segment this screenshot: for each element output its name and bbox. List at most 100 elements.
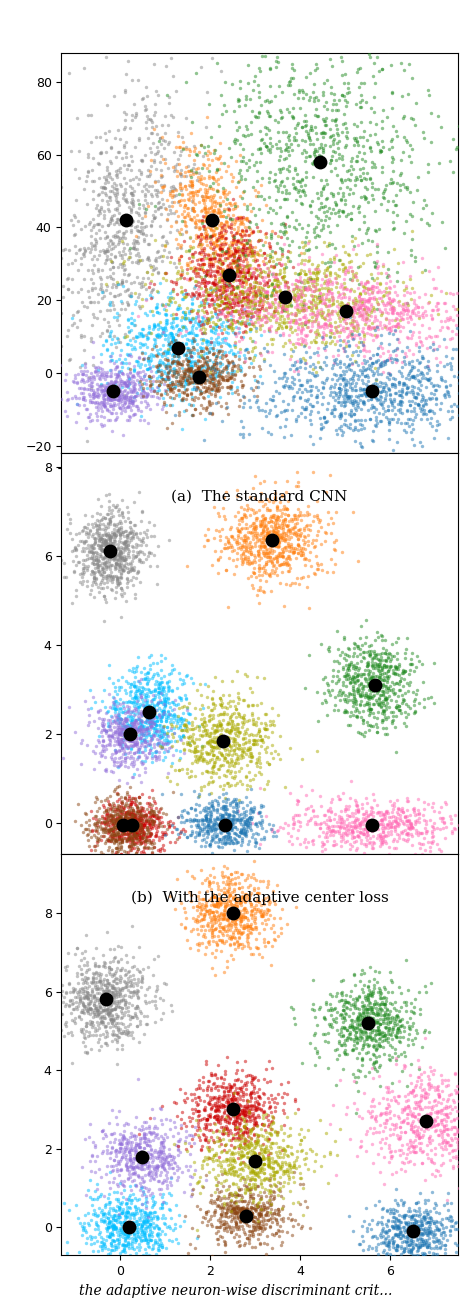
Point [148, 117, 155, 138]
Point [244, 1091, 252, 1112]
Point [197, 836, 204, 857]
Point [278, 1231, 286, 1252]
Point [129, 392, 136, 413]
Point [115, 202, 123, 223]
Point [208, 167, 215, 188]
Point [100, 334, 107, 355]
Point [379, 1198, 387, 1219]
Point [112, 1139, 119, 1160]
Point [155, 745, 162, 766]
Point [261, 272, 269, 293]
Point [131, 1004, 139, 1025]
Point [245, 710, 253, 731]
Point [225, 811, 233, 832]
Point [116, 1212, 124, 1233]
Point [199, 242, 207, 263]
Point [95, 555, 103, 576]
Point [272, 1209, 279, 1230]
Point [112, 556, 119, 577]
Point [167, 313, 175, 334]
Point [249, 1197, 256, 1218]
Point [234, 237, 242, 258]
Point [120, 547, 128, 568]
Point [84, 545, 91, 566]
Point [232, 907, 239, 928]
Point [189, 188, 197, 209]
Point [214, 704, 222, 725]
Point [129, 540, 136, 561]
Point [223, 896, 230, 917]
Point [410, 289, 417, 310]
Point [255, 290, 263, 311]
Point [137, 1218, 144, 1239]
Point [110, 964, 117, 986]
Point [69, 551, 76, 572]
Point [381, 816, 388, 837]
Point [232, 1088, 239, 1109]
Point [141, 833, 149, 854]
Point [98, 1239, 106, 1260]
Point [107, 1226, 114, 1247]
Point [299, 530, 307, 551]
Point [230, 1163, 238, 1184]
Point [290, 505, 298, 526]
Point [98, 536, 105, 557]
Point [294, 506, 302, 527]
Point [236, 1154, 244, 1175]
Point [412, 820, 420, 841]
Point [147, 800, 155, 821]
Point [144, 1180, 152, 1201]
Point [235, 1198, 242, 1219]
Point [404, 824, 412, 845]
Point [166, 355, 173, 376]
Point [401, 1099, 408, 1120]
Point [165, 530, 172, 551]
Point [230, 289, 237, 310]
Point [222, 930, 230, 951]
Point [262, 306, 270, 327]
Point [347, 156, 354, 177]
Point [261, 725, 269, 746]
Point [217, 813, 225, 834]
Point [87, 991, 94, 1012]
Point [165, 732, 173, 753]
Point [161, 691, 169, 712]
Point [110, 233, 117, 254]
Point [363, 641, 371, 662]
Point [93, 519, 101, 540]
Point [98, 1010, 105, 1031]
Point [173, 355, 181, 376]
Point [89, 574, 96, 595]
Point [430, 845, 438, 866]
Point [217, 285, 224, 306]
Point [121, 110, 129, 131]
Point [204, 732, 212, 753]
Point [382, 1104, 389, 1125]
Point [209, 887, 216, 908]
Point [234, 384, 242, 405]
Point [403, 824, 410, 845]
Point [349, 297, 357, 318]
Point [215, 1121, 223, 1142]
Point [135, 690, 142, 711]
Point [203, 359, 211, 380]
Point [269, 292, 276, 313]
Point [219, 369, 227, 390]
Point [312, 206, 320, 227]
Point [194, 886, 202, 907]
Point [101, 1026, 109, 1047]
Point [138, 817, 145, 838]
Point [451, 1127, 458, 1148]
Point [94, 394, 101, 415]
Point [243, 283, 250, 304]
Point [271, 396, 278, 417]
Point [138, 816, 145, 837]
Point [234, 222, 241, 243]
Point [228, 1200, 236, 1221]
Point [254, 1099, 262, 1120]
Point [208, 815, 216, 836]
Point [90, 171, 98, 192]
Point [414, 394, 422, 415]
Point [238, 937, 245, 958]
Point [352, 657, 360, 678]
